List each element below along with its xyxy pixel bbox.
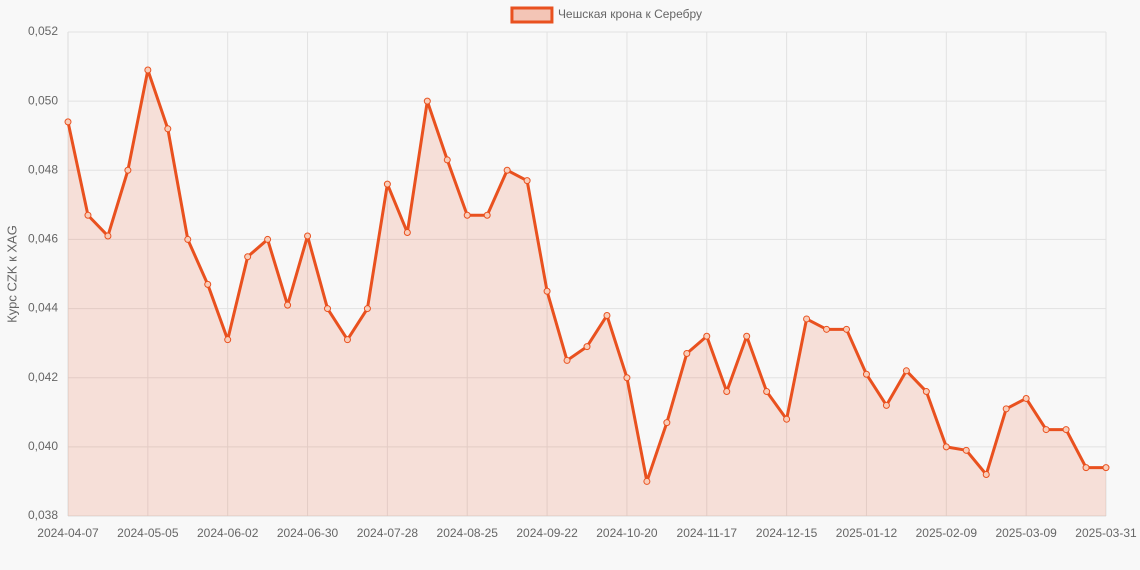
point	[184, 235, 192, 243]
point	[84, 211, 92, 219]
y-tick-label: 0,040	[28, 439, 58, 453]
point	[942, 443, 950, 451]
y-tick-label: 0,044	[28, 301, 58, 315]
x-tick-label: 2024-04-07	[37, 526, 99, 540]
point	[503, 166, 511, 174]
point	[1082, 464, 1090, 472]
x-tick-label: 2024-11-17	[677, 526, 738, 540]
point	[164, 125, 172, 133]
point	[703, 332, 711, 340]
point	[922, 388, 930, 396]
point	[583, 343, 591, 351]
point	[1002, 405, 1010, 413]
point	[862, 370, 870, 378]
point	[763, 388, 771, 396]
point	[803, 315, 811, 323]
point	[982, 471, 990, 479]
point	[483, 211, 491, 219]
legend-swatch	[510, 6, 554, 24]
x-tick-label: 2025-02-09	[916, 526, 978, 540]
legend-label: Чешская крона к Серебру	[558, 7, 702, 21]
x-tick-label: 2024-09-22	[516, 526, 578, 540]
point	[843, 325, 850, 333]
y-axis-title: Курс CZK к XAG	[4, 225, 19, 323]
point	[563, 356, 571, 364]
point	[324, 305, 331, 313]
y-tick-label: 0,048	[28, 162, 58, 176]
area	[68, 70, 1106, 517]
point	[224, 336, 232, 344]
point	[144, 66, 152, 74]
x-tick-label: 2025-03-31	[1075, 526, 1137, 540]
x-tick-label: 2025-01-12	[836, 526, 898, 540]
point	[823, 325, 831, 333]
x-tick-label: 2025-03-09	[995, 526, 1057, 540]
point	[124, 166, 132, 174]
point	[623, 374, 631, 382]
point	[443, 156, 451, 164]
point	[264, 235, 272, 243]
point	[962, 446, 970, 454]
x-tick-label: 2024-05-05	[117, 526, 179, 540]
point	[1102, 464, 1110, 472]
point	[743, 332, 751, 340]
point	[104, 232, 112, 240]
point	[723, 388, 731, 396]
point	[663, 419, 671, 427]
point	[902, 367, 910, 375]
point	[683, 350, 691, 358]
x-tick-label: 2024-06-30	[277, 526, 339, 540]
y-tick-label: 0,046	[28, 232, 58, 246]
y-tick-label: 0,038	[28, 508, 58, 522]
x-tick-label: 2024-10-20	[596, 526, 658, 540]
point	[1042, 426, 1050, 434]
point	[64, 118, 72, 126]
x-tick-label: 2024-06-02	[197, 526, 259, 540]
point	[204, 280, 212, 288]
point	[463, 211, 471, 219]
point	[304, 232, 312, 240]
point	[543, 287, 551, 295]
point	[244, 253, 252, 261]
point	[403, 229, 411, 237]
point	[603, 311, 611, 319]
point	[643, 477, 651, 485]
point	[343, 336, 351, 344]
x-tick-label: 2024-12-15	[756, 526, 818, 540]
point	[783, 415, 791, 423]
point	[363, 305, 371, 313]
point	[383, 180, 391, 188]
x-tick-label: 2024-07-28	[357, 526, 419, 540]
point	[423, 97, 431, 105]
point	[284, 301, 292, 309]
point	[523, 177, 531, 185]
point	[1062, 426, 1070, 434]
point	[882, 401, 890, 409]
x-tick-label: 2024-08-25	[437, 526, 499, 540]
y-tick-label: 0,050	[28, 93, 58, 107]
y-tick-label: 0,052	[28, 24, 58, 38]
point	[1022, 394, 1030, 402]
y-tick-label: 0,042	[28, 370, 58, 384]
